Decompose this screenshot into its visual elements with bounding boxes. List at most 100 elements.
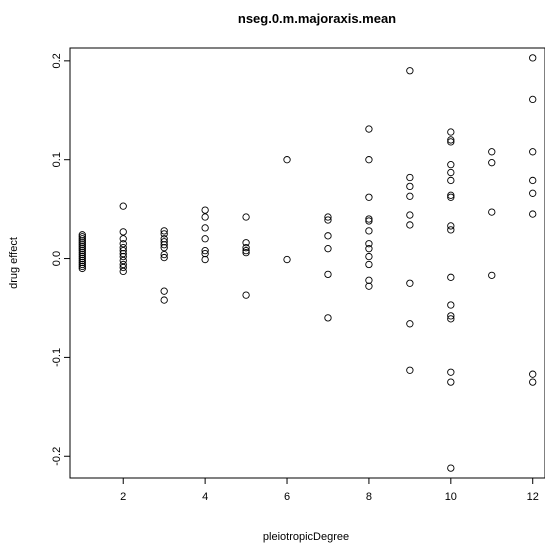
y-axis-label: drug effect	[8, 237, 20, 289]
data-point	[365, 215, 373, 223]
data-point	[119, 260, 127, 269]
data-point	[78, 231, 86, 239]
data-point	[160, 250, 168, 259]
data-point	[447, 301, 455, 309]
data-point	[78, 245, 86, 253]
data-point	[406, 279, 414, 287]
data-point	[201, 224, 209, 232]
data-point	[78, 246, 86, 255]
data-point	[406, 320, 414, 328]
data-point	[324, 213, 332, 221]
data-point	[406, 67, 414, 75]
data-points	[78, 54, 537, 472]
y-tick-label: 0.0	[51, 251, 63, 266]
data-point	[78, 250, 86, 259]
data-point	[324, 314, 332, 322]
data-point	[78, 235, 86, 243]
data-point	[447, 464, 455, 472]
data-point	[324, 232, 332, 240]
data-point	[78, 233, 86, 241]
data-point	[160, 241, 168, 249]
data-point	[119, 228, 127, 236]
x-tick-label: 8	[366, 491, 372, 503]
data-point	[365, 282, 373, 290]
data-point	[78, 256, 86, 265]
y-axis: -0.2 -0.1 0.0 0.1 0.2	[51, 53, 70, 466]
data-point	[242, 246, 250, 255]
data-point	[447, 193, 455, 201]
data-point	[406, 221, 414, 229]
data-point	[447, 176, 455, 185]
data-point	[78, 248, 86, 257]
data-point	[488, 148, 496, 156]
data-point	[160, 244, 168, 252]
data-point	[78, 254, 86, 263]
data-point	[119, 235, 127, 243]
data-point	[78, 241, 86, 249]
y-tick-label: -0.1	[51, 348, 63, 367]
data-point	[365, 252, 373, 261]
data-point	[160, 238, 168, 246]
data-point	[119, 267, 127, 276]
data-point	[78, 258, 86, 267]
data-point	[447, 226, 455, 234]
data-point	[365, 260, 373, 269]
data-point	[365, 125, 373, 133]
x-tick-label: 10	[445, 491, 457, 503]
data-point	[488, 159, 496, 167]
data-point	[242, 213, 250, 221]
data-point	[242, 239, 250, 247]
data-point	[488, 208, 496, 216]
data-point	[78, 252, 86, 261]
data-point	[447, 378, 455, 386]
data-point	[447, 168, 455, 177]
data-point	[324, 216, 332, 224]
data-point	[447, 315, 455, 323]
data-point	[365, 240, 373, 248]
data-point	[78, 262, 86, 271]
data-point	[529, 378, 537, 386]
data-point	[365, 245, 373, 253]
data-point	[119, 263, 127, 272]
x-axis-label: pleiotropicDegree	[263, 531, 349, 543]
data-point	[242, 248, 250, 257]
data-point	[119, 240, 127, 248]
data-point	[160, 253, 168, 262]
data-point	[406, 182, 414, 191]
y-tick-label: 0.1	[51, 152, 63, 167]
data-point	[529, 189, 537, 197]
data-point	[78, 260, 86, 269]
data-point	[201, 255, 209, 264]
data-point	[78, 239, 86, 247]
y-tick-label: 0.2	[51, 53, 63, 68]
data-point	[201, 246, 209, 255]
data-point	[160, 296, 168, 304]
data-point	[406, 211, 414, 219]
data-point	[447, 312, 455, 320]
data-point	[447, 191, 455, 199]
data-point	[529, 370, 537, 378]
data-point	[365, 193, 373, 201]
data-point	[242, 291, 250, 299]
chart-title: nseg.0.m.majoraxis.mean	[238, 11, 396, 26]
data-point	[447, 128, 455, 136]
data-point	[488, 271, 496, 280]
data-point	[78, 264, 86, 273]
data-point	[529, 95, 537, 104]
data-point	[119, 249, 127, 258]
data-point	[160, 235, 168, 243]
data-point	[283, 156, 291, 164]
data-point	[365, 276, 373, 284]
data-point	[529, 176, 537, 185]
data-point	[242, 244, 250, 252]
data-point	[324, 270, 332, 279]
x-axis: 2 4 6 8 10 12	[120, 478, 539, 503]
plot-frame	[69, 47, 545, 479]
data-point	[160, 230, 168, 238]
data-point	[447, 368, 455, 376]
x-tick-label: 4	[202, 491, 208, 503]
data-point	[201, 249, 209, 258]
data-point	[447, 138, 455, 146]
data-point	[529, 210, 537, 218]
